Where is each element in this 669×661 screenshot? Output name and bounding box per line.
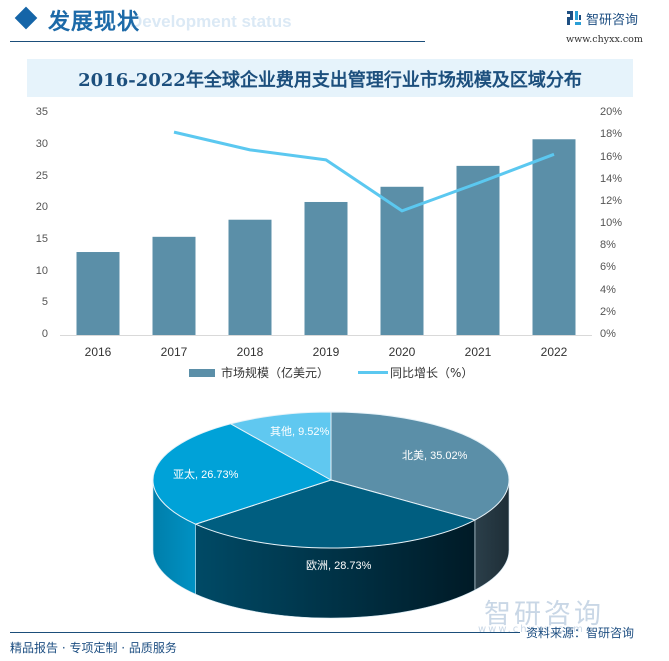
pie-label-欧洲: 欧洲, 28.73% <box>306 560 372 572</box>
y-right-tick: 10% <box>600 217 623 230</box>
legend-bar-label: 市场规模（亿美元） <box>221 366 330 380</box>
legend-item-line: 同比增长（%） <box>358 364 473 381</box>
y-right-tick: 16% <box>600 150 623 163</box>
y-right-tick: 12% <box>600 194 623 207</box>
header-divider <box>10 41 425 42</box>
y-left-tick: 10 <box>35 264 48 277</box>
bar-2016 <box>76 252 120 335</box>
y-left-tick: 0 <box>41 328 48 340</box>
y-right-tick: 14% <box>600 172 623 185</box>
x-tick: 2020 <box>388 345 416 359</box>
x-tick: 2019 <box>312 345 340 359</box>
y-right-tick: 8% <box>600 239 616 252</box>
chart-title: 2016-2022年全球企业费用支出管理行业市场规模及区域分布 <box>78 70 582 91</box>
brand-url[interactable]: www.chyxx.com <box>566 34 643 45</box>
y-left-tick: 30 <box>35 137 48 150</box>
y-left-tick: 5 <box>41 296 48 309</box>
y-right-tick: 2% <box>600 305 616 318</box>
x-tick: 2021 <box>464 345 492 359</box>
brand-name: 智研咨询 <box>586 13 639 28</box>
y-right-tick: 4% <box>600 283 616 296</box>
legend-line-swatch-icon <box>358 371 388 374</box>
y-right-tick: 6% <box>600 261 616 274</box>
pie-slice-亚太 <box>152 423 333 525</box>
section-title: 发展现状 <box>48 9 141 35</box>
legend-item-bar: 市场规模（亿美元） <box>189 364 329 381</box>
pie-slice-欧洲 <box>194 479 477 549</box>
y-left-tick: 25 <box>35 169 48 182</box>
bar-2017 <box>152 236 196 335</box>
pie-label-北美: 北美, 35.02% <box>402 450 468 462</box>
y-right-tick: 0% <box>600 328 616 340</box>
bar-2022 <box>532 139 576 335</box>
brand-logo-icon <box>567 11 581 25</box>
y-left-tick: 15 <box>35 232 48 245</box>
combo-chart-plot <box>60 130 592 336</box>
watermark-url: www.chyxx.com <box>478 624 585 635</box>
y-right-tick: 18% <box>600 128 623 141</box>
bar-2021 <box>456 165 500 335</box>
pie-slice-北美 <box>330 411 510 521</box>
pie-slice-其他 <box>229 411 332 481</box>
y-left-tick: 20 <box>35 201 48 214</box>
chart-title-banner: 2016-2022年全球企业费用支出管理行业市场规模及区域分布 <box>27 59 633 97</box>
source-note: 资料来源：智研咨询 <box>526 626 635 640</box>
footer-divider <box>10 632 520 633</box>
legend-bar-swatch-icon <box>189 368 215 377</box>
bar-2019 <box>304 201 348 335</box>
x-tick: 2018 <box>236 345 264 359</box>
pie-label-其他: 其他, 9.52% <box>270 426 330 438</box>
x-tick: 2022 <box>540 345 568 359</box>
x-tick: 2017 <box>160 345 188 359</box>
watermark-brand: 智研咨询 <box>484 599 604 630</box>
pie-label-亚太: 亚太, 26.73% <box>173 469 239 481</box>
bar-2018 <box>228 219 272 335</box>
footer-tagline: 精品报告 · 专项定制 · 品质服务 <box>10 641 177 655</box>
y-right-tick: 20% <box>600 106 623 119</box>
section-subtitle-ghost: Development status <box>130 12 292 31</box>
y-left-tick: 35 <box>35 106 48 119</box>
legend-line-label: 同比增长（%） <box>390 366 474 380</box>
x-tick: 2016 <box>84 345 112 359</box>
growth-line <box>173 130 555 213</box>
